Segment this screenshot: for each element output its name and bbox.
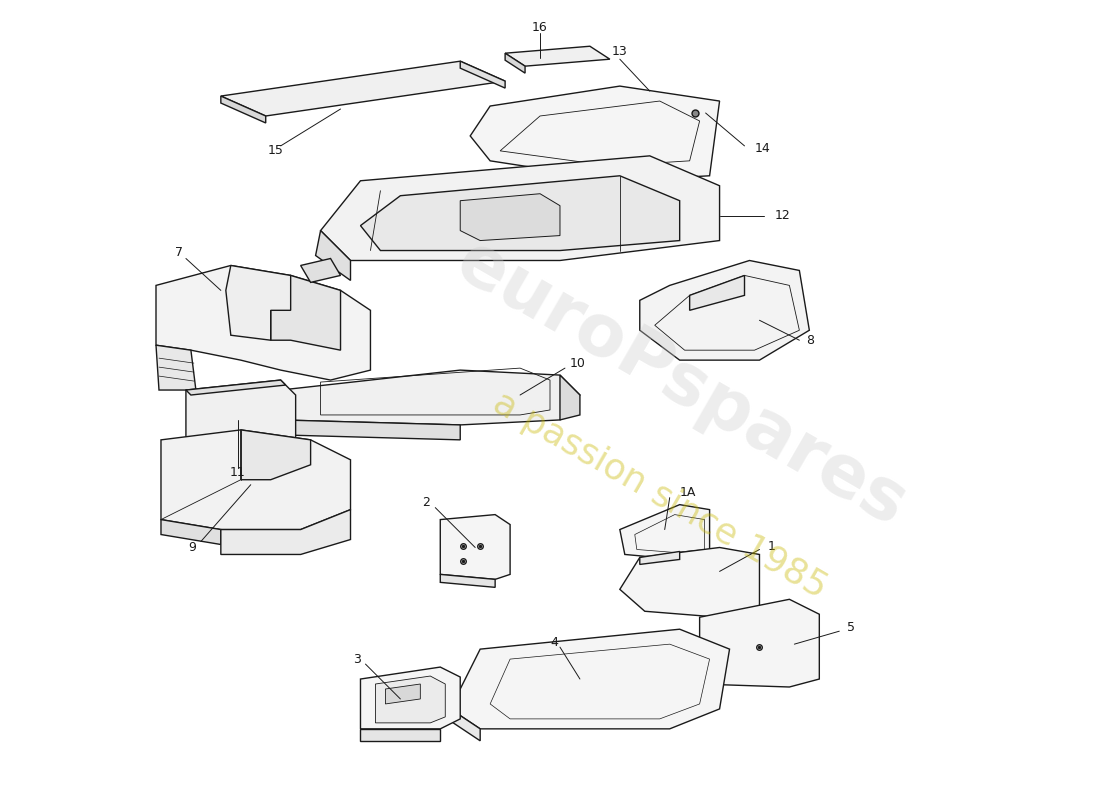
Text: 2: 2 — [422, 496, 430, 509]
Polygon shape — [640, 551, 680, 565]
Polygon shape — [470, 86, 719, 181]
Text: 11: 11 — [230, 466, 245, 479]
Text: 9: 9 — [188, 541, 196, 554]
Polygon shape — [440, 514, 510, 579]
Text: 7: 7 — [175, 246, 183, 259]
Text: 4: 4 — [550, 636, 558, 649]
Polygon shape — [505, 54, 525, 73]
Polygon shape — [560, 375, 580, 420]
Text: 13: 13 — [612, 45, 628, 58]
Polygon shape — [300, 258, 341, 282]
Polygon shape — [186, 380, 296, 460]
Polygon shape — [161, 430, 351, 530]
Polygon shape — [460, 61, 505, 88]
Polygon shape — [361, 176, 680, 250]
Text: a passion since 1985: a passion since 1985 — [486, 386, 833, 606]
Polygon shape — [156, 266, 371, 380]
Text: 5: 5 — [847, 621, 855, 634]
Polygon shape — [221, 61, 505, 116]
Polygon shape — [505, 46, 609, 66]
Text: 16: 16 — [532, 21, 548, 34]
Polygon shape — [271, 275, 341, 350]
Text: 3: 3 — [353, 653, 361, 666]
Polygon shape — [375, 676, 446, 723]
Text: euroPspares: euroPspares — [444, 227, 920, 541]
Polygon shape — [450, 630, 729, 729]
Polygon shape — [619, 547, 759, 618]
Polygon shape — [186, 380, 286, 395]
Text: 15: 15 — [267, 144, 284, 158]
Polygon shape — [619, 505, 710, 559]
Polygon shape — [320, 156, 719, 261]
Polygon shape — [226, 266, 290, 340]
Polygon shape — [385, 684, 420, 704]
Text: 10: 10 — [570, 357, 586, 370]
Text: 8: 8 — [806, 334, 814, 346]
Polygon shape — [280, 420, 460, 440]
Text: 1A: 1A — [680, 486, 696, 499]
Polygon shape — [241, 430, 310, 480]
Polygon shape — [440, 574, 495, 587]
Polygon shape — [640, 261, 810, 360]
Text: 1: 1 — [768, 540, 776, 553]
Polygon shape — [221, 96, 266, 123]
Polygon shape — [156, 345, 196, 390]
Polygon shape — [450, 709, 481, 741]
Polygon shape — [221, 510, 351, 554]
Polygon shape — [460, 194, 560, 241]
Polygon shape — [161, 519, 221, 545]
Polygon shape — [700, 599, 820, 687]
Polygon shape — [690, 275, 745, 310]
Text: 14: 14 — [755, 142, 770, 155]
Text: 12: 12 — [774, 209, 790, 222]
Polygon shape — [316, 230, 351, 281]
Polygon shape — [361, 667, 460, 729]
Polygon shape — [361, 729, 440, 741]
Polygon shape — [280, 370, 580, 425]
